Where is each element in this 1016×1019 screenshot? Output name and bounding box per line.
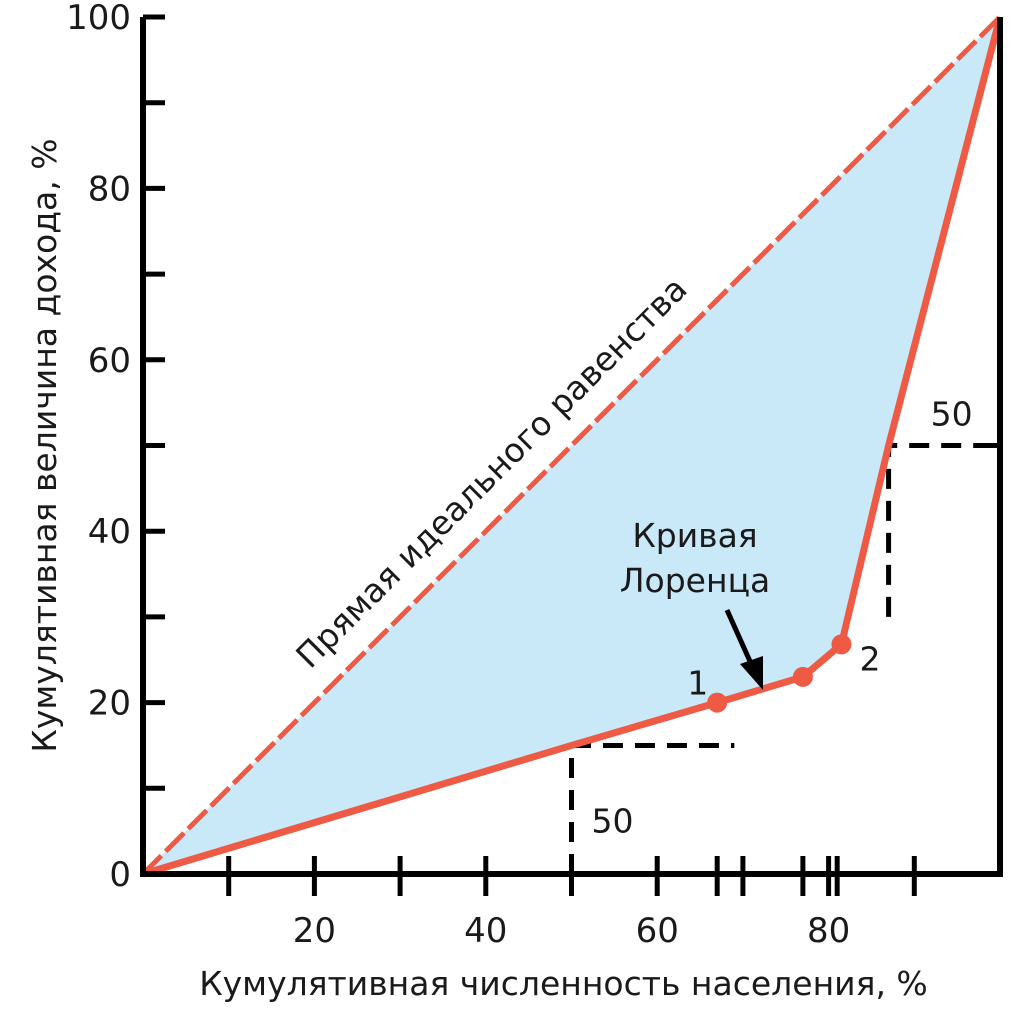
curve-marker-3 — [831, 634, 852, 655]
x-tick-label-80: 80 — [807, 911, 850, 951]
guide-label-2: 50 — [931, 395, 973, 434]
lorenz-arrow-head — [740, 656, 763, 690]
tick-labels: 20 40 60 80 0 20 40 60 80 100 — [66, 0, 850, 951]
curve-marker-2 — [792, 666, 813, 687]
lorenz-label-arrow — [724, 608, 763, 690]
equality-line — [141, 15, 1002, 876]
lorenz-arrow-shaft — [724, 608, 756, 670]
x-tick-label-60: 60 — [636, 911, 679, 951]
x-axis-title: Кумулятивная численность населения, % — [199, 964, 928, 1003]
y-tick-label-60: 60 — [88, 341, 131, 381]
y-axis-title: Кумулятивная величина дохода, % — [25, 138, 64, 752]
guide-line-2 — [886, 443, 1000, 617]
x-tick-label-40: 40 — [464, 911, 507, 951]
y-tick-label-0: 0 — [109, 855, 131, 895]
lorenz-label-line2: Лоренца — [620, 561, 771, 600]
y-tick-label-40: 40 — [88, 512, 131, 552]
y-tick-label-80: 80 — [88, 169, 131, 209]
y-tick-label-20: 20 — [88, 684, 131, 724]
y-tick-label-100: 100 — [66, 0, 131, 38]
marker-label-2: 2 — [859, 639, 880, 678]
guide-label-1: 50 — [592, 801, 634, 840]
lorenz-label-line1: Кривая — [632, 516, 757, 555]
curve-markers: 12 — [687, 634, 880, 713]
tick-marks — [143, 14, 1000, 896]
marker-label-1: 1 — [687, 664, 708, 703]
curve-marker-1 — [707, 692, 728, 713]
x-tick-label-20: 20 — [293, 911, 336, 951]
